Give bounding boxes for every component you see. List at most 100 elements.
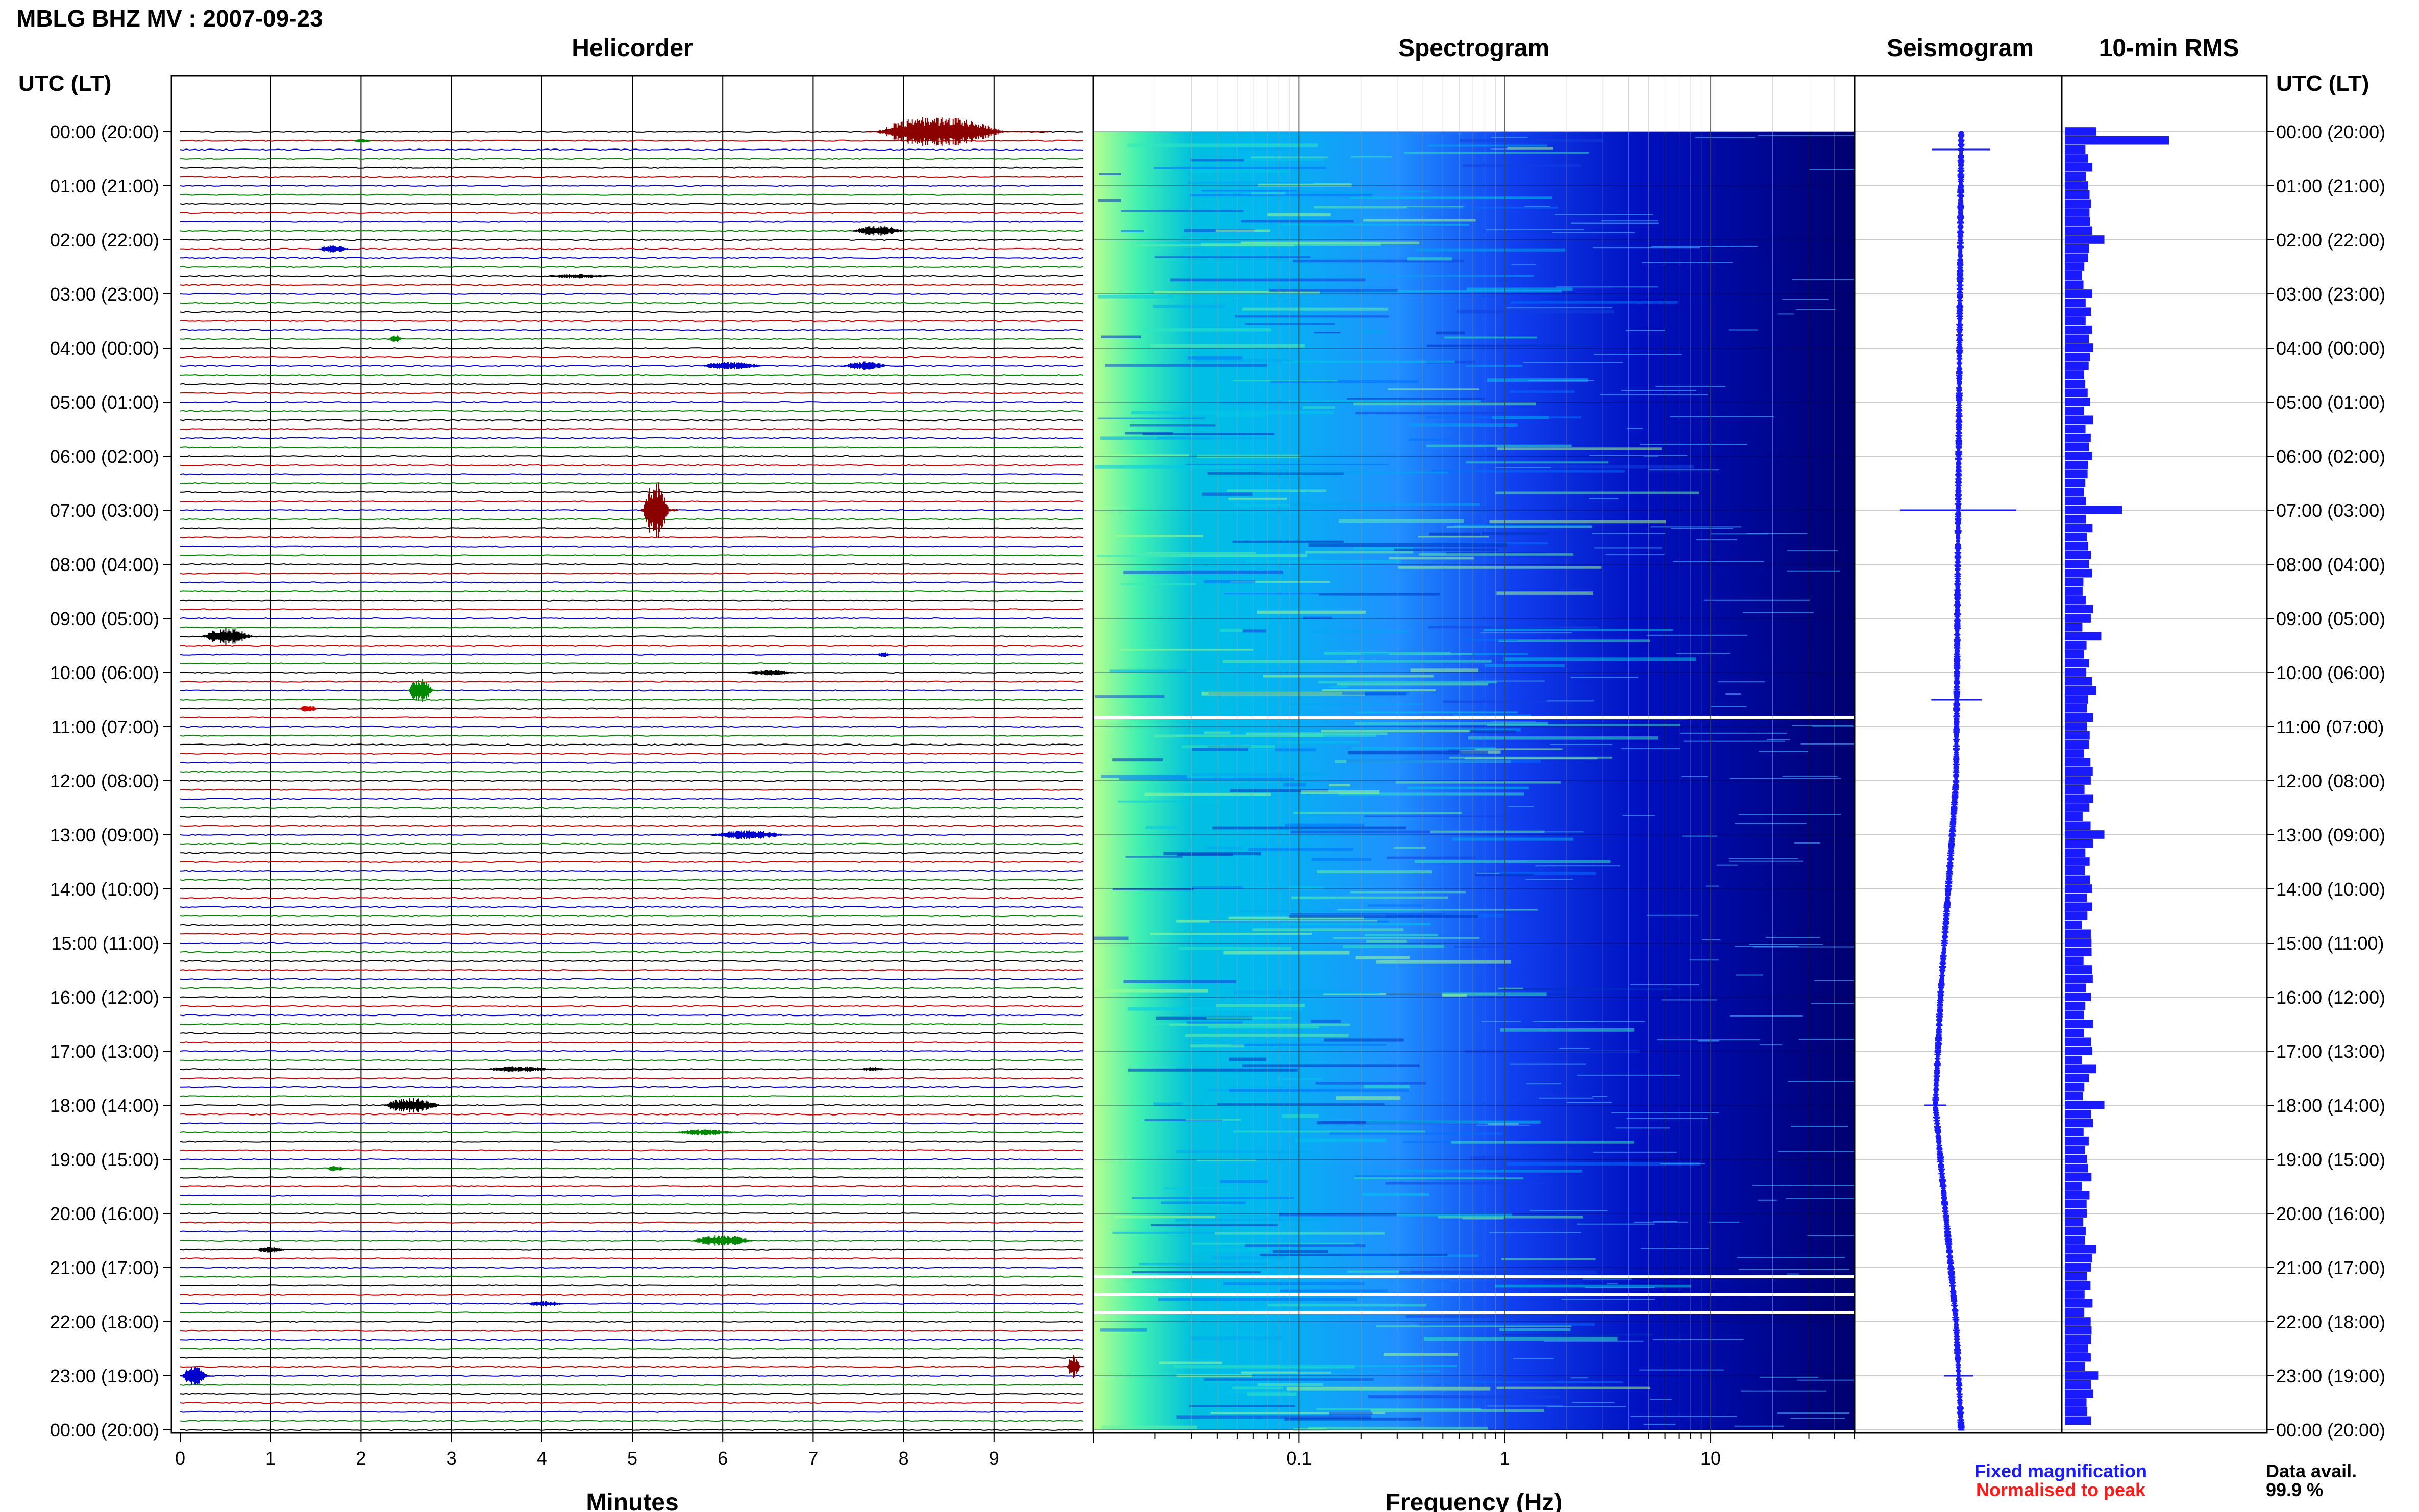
rms-bar: [2065, 415, 2093, 425]
spectrogram-stripe: [1329, 1412, 1373, 1415]
spectrogram-line: [1710, 533, 1768, 535]
spectrogram-line: [1539, 1097, 1594, 1099]
spectrogram-stripe: [1246, 732, 1388, 735]
spectrogram-line: [1577, 1074, 1680, 1076]
spectrogram-stripe: [1468, 736, 1658, 740]
spectrogram-title: Spectrogram: [1398, 35, 1549, 62]
minute-tick-label: 8: [899, 1448, 909, 1469]
spectrogram-stripe: [1206, 846, 1242, 850]
spectrogram-stripe: [1187, 181, 1314, 184]
spectrogram-stripe: [1419, 1323, 1595, 1326]
spectrogram-stripe: [1241, 220, 1354, 223]
rms-bar: [2065, 1389, 2094, 1398]
helicorder-trace-line: [180, 887, 1084, 890]
spectrogram-stripe: [1154, 256, 1311, 258]
spectrogram-stripe: [1362, 1213, 1512, 1217]
spectrogram-stripe: [1339, 519, 1464, 523]
spectrogram-stripe: [1175, 1218, 1327, 1222]
spectrogram-stripe: [1311, 858, 1372, 862]
helicorder-event: [541, 274, 632, 279]
spectrogram-stripe: [1375, 1325, 1572, 1327]
helicorder-trace-line: [180, 455, 1084, 458]
spectrogram-stripe: [1221, 401, 1400, 405]
right-time-label: 10:00 (06:00): [2276, 662, 2385, 683]
spectrogram-stripe: [1388, 388, 1479, 390]
helicorder-trace-line: [180, 1113, 1084, 1116]
spectrogram-stripe: [1418, 536, 1489, 538]
left-time-label: 20:00 (16:00): [50, 1203, 159, 1224]
spectrogram-stripe: [1466, 365, 1522, 367]
helicorder-trace-line: [180, 933, 1084, 935]
helicorder-trace-line: [180, 608, 1084, 611]
spectrogram-line: [1782, 775, 1838, 777]
spectrogram-line: [1696, 539, 1737, 541]
spectrogram-line: [1704, 599, 1810, 601]
spectrogram-line: [1621, 748, 1680, 750]
helicorder-trace-line: [180, 500, 1084, 503]
right-time-label: 20:00 (16:00): [2276, 1203, 2385, 1224]
seismogram-trace: [1932, 131, 1965, 1431]
spectrogram-data-gap: [1093, 1275, 1855, 1279]
rms-bar: [2065, 379, 2086, 388]
spectrogram-stripe: [1233, 379, 1338, 382]
spectrogram-line: [1786, 1273, 1799, 1275]
spectrogram-stripe: [1215, 414, 1266, 417]
helicorder-event: [378, 1098, 460, 1113]
spectrogram-stripe: [1269, 289, 1398, 292]
helicorder-trace-line: [180, 879, 1084, 881]
spectrogram-stripe: [1291, 896, 1448, 899]
right-time-label: 23:00 (19:00): [2276, 1366, 2385, 1386]
spectrogram-stripe: [1132, 1271, 1261, 1274]
rms-bar: [2065, 1317, 2091, 1326]
helicorder-trace-line: [180, 698, 1084, 701]
spectrogram-stripe: [1158, 1297, 1357, 1301]
spectrogram-stripe: [1495, 872, 1596, 875]
helicorder-trace-line: [180, 401, 1084, 404]
spectrogram-stripe: [1176, 1150, 1315, 1153]
spectrogram-line: [1646, 914, 1699, 916]
helicorder-trace-line: [180, 1230, 1084, 1233]
rms-bar: [2065, 1163, 2088, 1173]
spectrogram-stripe: [1178, 947, 1292, 950]
spectrogram-line: [1652, 1339, 1744, 1340]
helicorder-trace-line: [180, 788, 1084, 791]
spectrogram-stripe: [1177, 853, 1233, 856]
spectrogram-stripe: [1105, 364, 1267, 367]
rms-bar: [2065, 1001, 2086, 1010]
rms-bar: [2065, 641, 2087, 650]
rms-bar: [2065, 307, 2091, 316]
spectrogram-stripe: [1227, 489, 1327, 492]
spectrogram-line: [1681, 776, 1708, 777]
rms-bar: [2065, 425, 2086, 433]
frequency-tick-label: 1: [1500, 1448, 1510, 1469]
spectrogram-stripe: [1314, 206, 1464, 209]
spectrogram-stripe: [1307, 1427, 1488, 1431]
spectrogram-stripe: [1342, 691, 1409, 695]
spectrogram-line: [1791, 1125, 1848, 1127]
helicorder-trace-line: [180, 1167, 1084, 1170]
spectrogram-stripe: [1128, 1007, 1302, 1011]
seismogram-panel: [1855, 131, 2062, 1431]
spectrogram-stripe: [1121, 583, 1196, 585]
rms-bar: [2065, 1109, 2091, 1119]
helicorder-trace-line: [180, 257, 1084, 259]
spectrogram-line: [1481, 1021, 1521, 1022]
helicorder-trace-line: [180, 924, 1084, 926]
spectrogram-line: [1800, 743, 1855, 745]
left-time-label: 03:00 (23:00): [50, 284, 159, 305]
spectrogram-stripe: [1112, 1231, 1237, 1234]
right-time-label: 22:00 (18:00): [2276, 1311, 2385, 1332]
left-time-label: 07:00 (03:00): [50, 500, 159, 521]
helicorder-event: [740, 670, 813, 676]
helicorder-trace-line: [180, 554, 1084, 557]
spectrogram-stripe: [1257, 610, 1366, 614]
rms-bar: [2065, 947, 2092, 956]
spectrogram-line: [1716, 864, 1738, 866]
spectrogram-stripe: [1101, 335, 1141, 338]
rms-bar: [2065, 1407, 2088, 1416]
rms-bar: [2065, 956, 2084, 965]
spectrogram-stripe: [1465, 461, 1609, 464]
spectrogram-stripe: [1289, 886, 1324, 890]
spectrogram-line: [1741, 1390, 1826, 1392]
rms-bar: [2065, 145, 2086, 154]
